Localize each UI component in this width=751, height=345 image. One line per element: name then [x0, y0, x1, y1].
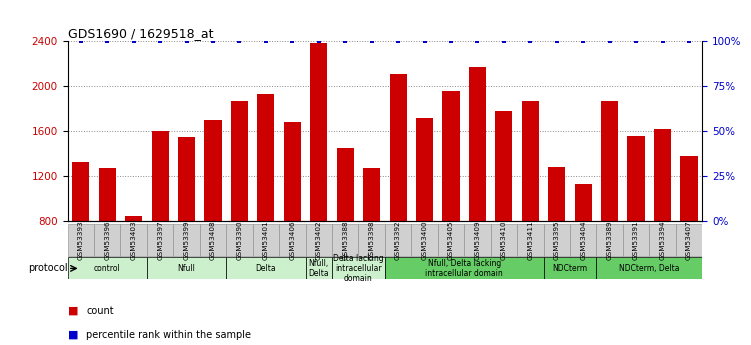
- Bar: [98, 168, 116, 221]
- Text: Nfull: Nfull: [178, 264, 195, 273]
- Bar: [385, 257, 544, 279]
- Bar: [258, 94, 275, 221]
- Bar: [544, 224, 570, 256]
- Bar: [517, 224, 544, 256]
- Bar: [306, 257, 332, 279]
- Text: GSM53402: GSM53402: [315, 220, 321, 260]
- Bar: [94, 224, 120, 256]
- Bar: [412, 224, 438, 256]
- Text: protocol: protocol: [28, 264, 68, 273]
- Bar: [416, 118, 433, 221]
- Text: GSM53407: GSM53407: [686, 220, 692, 260]
- Bar: [596, 224, 623, 256]
- Text: GSM53394: GSM53394: [659, 220, 665, 260]
- Bar: [68, 224, 94, 256]
- Bar: [628, 136, 644, 221]
- Bar: [575, 184, 592, 221]
- Bar: [147, 224, 173, 256]
- Text: Nfull,
Delta: Nfull, Delta: [309, 259, 329, 278]
- Text: GSM53409: GSM53409: [475, 220, 481, 260]
- Text: control: control: [94, 264, 121, 273]
- Bar: [676, 224, 702, 256]
- Bar: [385, 224, 412, 256]
- Bar: [650, 224, 676, 256]
- Bar: [332, 224, 358, 256]
- Bar: [522, 101, 539, 221]
- Bar: [363, 168, 380, 221]
- Bar: [120, 224, 147, 256]
- Bar: [680, 156, 698, 221]
- Bar: [152, 131, 169, 221]
- Bar: [252, 224, 279, 256]
- Text: GDS1690 / 1629518_at: GDS1690 / 1629518_at: [68, 27, 213, 40]
- Text: GSM53389: GSM53389: [607, 220, 613, 260]
- Bar: [279, 224, 306, 256]
- Text: GSM53388: GSM53388: [342, 220, 348, 260]
- Bar: [125, 216, 142, 221]
- Bar: [390, 74, 407, 221]
- Text: GSM53405: GSM53405: [448, 220, 454, 260]
- Text: NDCterm: NDCterm: [553, 264, 587, 273]
- Bar: [490, 224, 517, 256]
- Bar: [231, 101, 248, 221]
- Bar: [442, 91, 460, 221]
- Text: ■: ■: [68, 330, 78, 339]
- Text: GSM53400: GSM53400: [421, 220, 427, 260]
- Bar: [544, 257, 596, 279]
- Bar: [147, 257, 226, 279]
- Bar: [226, 257, 306, 279]
- Bar: [306, 224, 332, 256]
- Bar: [358, 224, 385, 256]
- Text: GSM53399: GSM53399: [183, 220, 189, 260]
- Text: Delta: Delta: [255, 264, 276, 273]
- Bar: [68, 257, 147, 279]
- Text: GSM53391: GSM53391: [633, 220, 639, 260]
- Bar: [72, 162, 89, 221]
- Text: GSM53410: GSM53410: [501, 220, 507, 260]
- Text: GSM53390: GSM53390: [237, 220, 243, 260]
- Bar: [654, 129, 671, 221]
- Text: GSM53397: GSM53397: [157, 220, 163, 260]
- Bar: [495, 111, 512, 221]
- Bar: [204, 120, 222, 221]
- Bar: [548, 167, 566, 221]
- Bar: [310, 42, 327, 221]
- Bar: [173, 224, 200, 256]
- Text: percentile rank within the sample: percentile rank within the sample: [86, 330, 252, 339]
- Text: GSM53403: GSM53403: [131, 220, 137, 260]
- Text: count: count: [86, 306, 114, 315]
- Text: GSM53396: GSM53396: [104, 220, 110, 260]
- Bar: [623, 224, 650, 256]
- Bar: [469, 67, 486, 221]
- Text: GSM53408: GSM53408: [210, 220, 216, 260]
- Text: GSM53395: GSM53395: [553, 220, 559, 260]
- Bar: [200, 224, 226, 256]
- Bar: [332, 257, 385, 279]
- Bar: [336, 148, 354, 221]
- Text: Nfull, Delta lacking
intracellular domain: Nfull, Delta lacking intracellular domai…: [425, 259, 503, 278]
- Text: GSM53393: GSM53393: [78, 220, 84, 260]
- Text: NDCterm, Delta: NDCterm, Delta: [619, 264, 680, 273]
- Bar: [178, 137, 195, 221]
- Bar: [438, 224, 464, 256]
- Text: Delta lacking
intracellular
domain: Delta lacking intracellular domain: [333, 254, 384, 283]
- Text: GSM53411: GSM53411: [527, 220, 533, 260]
- Bar: [596, 257, 702, 279]
- Text: ■: ■: [68, 306, 78, 315]
- Bar: [226, 224, 252, 256]
- Text: GSM53392: GSM53392: [395, 220, 401, 260]
- Text: GSM53398: GSM53398: [369, 220, 375, 260]
- Text: GSM53404: GSM53404: [581, 220, 587, 260]
- Bar: [464, 224, 490, 256]
- Bar: [284, 122, 301, 221]
- Text: GSM53406: GSM53406: [289, 220, 295, 260]
- Bar: [601, 101, 618, 221]
- Bar: [570, 224, 596, 256]
- Text: GSM53401: GSM53401: [263, 220, 269, 260]
